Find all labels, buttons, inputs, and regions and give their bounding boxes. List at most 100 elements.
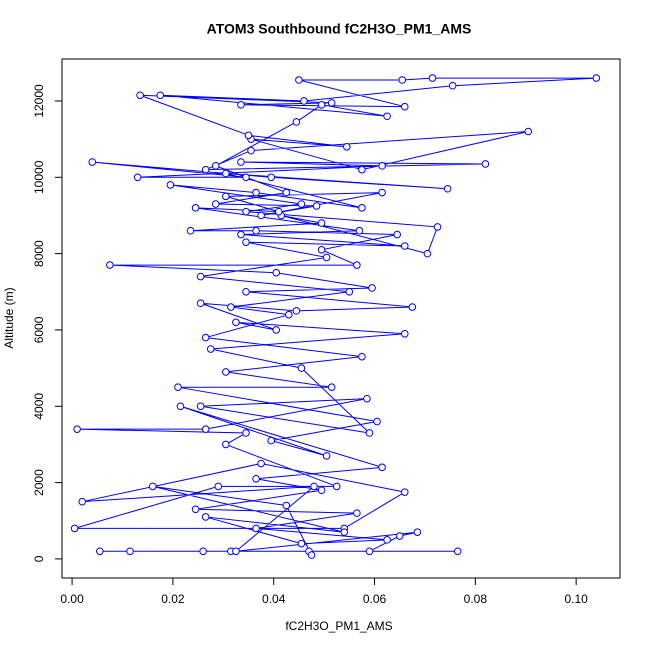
data-point (453, 547, 462, 556)
data-point (317, 100, 326, 109)
data-point (252, 524, 260, 533)
data-point (242, 238, 250, 246)
y-tick-label: 6000 (32, 316, 46, 343)
x-axis-label: fC2H3O_PM1_AMS (285, 619, 392, 633)
data-point (307, 551, 316, 559)
data-point (196, 299, 205, 308)
data-point (358, 204, 366, 212)
data-point (332, 482, 341, 491)
y-tick-label: 8000 (32, 240, 46, 267)
data-point (400, 488, 409, 496)
data-point (242, 429, 250, 437)
data-point (214, 482, 223, 491)
data-point (378, 463, 386, 472)
data-point (592, 74, 601, 82)
data-point (365, 429, 374, 437)
data-point (355, 226, 364, 235)
data-point (358, 165, 366, 174)
x-tick-label: 0.08 (464, 592, 488, 606)
data-point (196, 402, 205, 411)
data-point (176, 402, 185, 411)
data-point (211, 162, 220, 170)
data-point (400, 242, 409, 250)
data-point (282, 501, 291, 510)
data-point (285, 310, 293, 319)
data-point (340, 528, 349, 537)
data-point (247, 146, 255, 155)
data-point (353, 261, 361, 269)
data-point (400, 102, 409, 111)
data-point (186, 226, 195, 235)
y-tick-label: 0 (32, 555, 46, 562)
x-tick-label: 0.00 (60, 592, 84, 606)
data-point (300, 97, 308, 105)
data-point (481, 160, 490, 168)
data-point (317, 246, 326, 254)
data-point (368, 284, 376, 292)
data-point (191, 505, 200, 514)
data-point (242, 287, 250, 296)
data-point (201, 165, 210, 174)
data-point (322, 253, 331, 262)
x-tick-label: 0.02 (161, 592, 185, 606)
data-point (106, 261, 114, 269)
plot-frame (61, 58, 621, 579)
data-point (383, 112, 391, 121)
data-point (433, 223, 442, 231)
data-point (400, 329, 409, 338)
data-point (413, 528, 422, 537)
data-point (317, 219, 326, 227)
data-point (408, 303, 417, 311)
data-point (292, 118, 301, 126)
x-tick-label: 0.10 (564, 592, 588, 606)
data-point (353, 509, 361, 517)
data-point (252, 474, 260, 483)
data-point (232, 547, 240, 556)
data-point (297, 364, 306, 372)
y-tick-label: 2000 (32, 469, 46, 496)
data-point (222, 169, 230, 178)
data-point (136, 91, 144, 100)
x-tick-label: 0.04 (262, 592, 286, 606)
data-point (222, 440, 230, 449)
data-point (378, 162, 386, 170)
data-point (201, 333, 210, 342)
data-point (358, 352, 366, 361)
data-point (327, 383, 336, 391)
data-point (222, 368, 230, 376)
data-point (398, 76, 407, 84)
data-point (88, 158, 97, 166)
y-tick-label: 10000 (32, 160, 46, 194)
data-point (126, 547, 134, 556)
data-point (365, 547, 374, 556)
data-point (201, 425, 210, 433)
data-point (448, 81, 457, 90)
data-point (383, 536, 391, 544)
data-point (166, 181, 175, 189)
data-point (295, 76, 303, 84)
data-point (267, 173, 275, 182)
data-point (96, 547, 104, 556)
data-point (206, 345, 215, 353)
data-point (73, 425, 81, 433)
data-point (257, 211, 265, 220)
data-point (342, 142, 351, 151)
data-point (393, 230, 402, 239)
data-point (312, 202, 321, 210)
data-point (274, 207, 283, 216)
data-point (257, 459, 265, 468)
data-point (156, 91, 165, 100)
data-point (272, 326, 281, 334)
data-point (267, 436, 275, 445)
data-point (242, 207, 250, 216)
data-point (148, 482, 157, 491)
data-point (373, 417, 381, 426)
chart-title: ATOM3 Southbound fC2H3O_PM1_AMS (207, 21, 472, 37)
data-point (196, 272, 205, 281)
data-point (199, 547, 207, 556)
data-point (78, 497, 86, 506)
data-point (317, 486, 326, 495)
y-tick-label: 12000 (32, 84, 46, 118)
data-point (282, 188, 291, 197)
